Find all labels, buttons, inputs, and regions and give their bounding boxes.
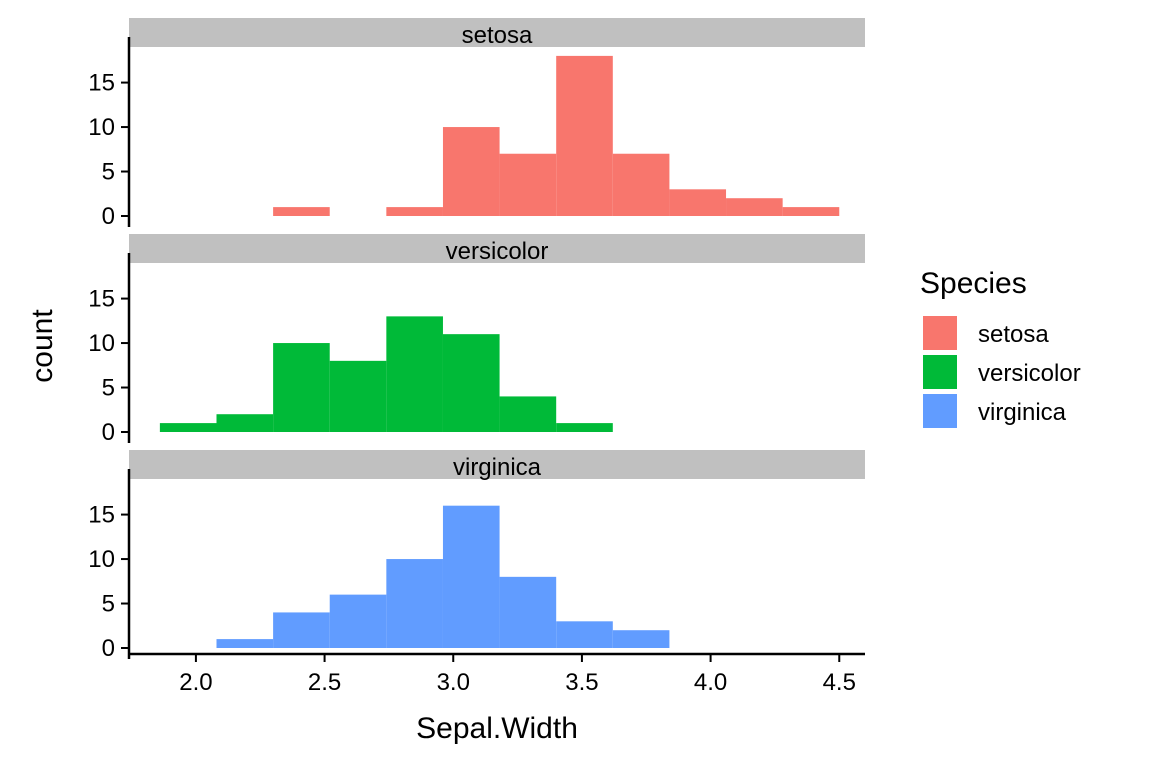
histogram-bar: [612, 630, 670, 648]
histogram-bar: [556, 55, 613, 216]
histogram-bar: [782, 207, 840, 216]
y-axis-title: count: [26, 309, 59, 383]
facet-strip-label: virginica: [453, 454, 542, 481]
y-tick-label: 0: [102, 203, 115, 230]
histogram-bar: [386, 316, 443, 432]
x-tick-label: 3.0: [437, 669, 470, 696]
y-tick-label: 10: [88, 114, 115, 141]
facet-panels: setosa 0 5 10 15 versicolor 0 5 10 15 virginica 0 5 1…: [88, 18, 865, 662]
y-tick-label: 15: [88, 70, 115, 97]
histogram-bar: [499, 153, 557, 216]
x-tick-label: 2.5: [308, 669, 341, 696]
facet-strip-label: setosa: [462, 22, 533, 49]
histogram-bar: [273, 343, 330, 432]
y-tick-label: 0: [102, 419, 115, 446]
facet-strip: [129, 450, 865, 479]
x-tick-label: 3.5: [565, 669, 598, 696]
histogram-bar: [442, 334, 500, 432]
facet-strip: [129, 18, 865, 47]
y-tick-label: 15: [88, 286, 115, 313]
legend-key-setosa: [923, 316, 957, 350]
histogram-bar: [442, 127, 500, 216]
x-tick-label: 2.0: [179, 669, 212, 696]
facet-panel-versicolor: versicolor 0 5 10 15: [88, 234, 865, 446]
legend-title: Species: [920, 267, 1027, 300]
histogram-bar: [669, 189, 727, 216]
histogram-bar: [273, 612, 330, 648]
facet-panel-setosa: setosa 0 5 10 15: [88, 18, 865, 230]
legend-key-versicolor: [923, 355, 957, 389]
y-tick-label: 10: [88, 330, 115, 357]
x-axis-title: Sepal.Width: [416, 712, 578, 745]
histogram-bar: [216, 414, 274, 432]
y-tick-label: 10: [88, 546, 115, 573]
histogram-bar: [556, 621, 613, 648]
legend-label: virginica: [978, 399, 1067, 426]
x-axis: 2.0 2.5 3.0 3.5 4.0 4.5: [129, 652, 865, 696]
facet-strip-label: versicolor: [446, 238, 549, 265]
histogram-bar: [726, 198, 783, 216]
histogram-bar: [329, 594, 387, 648]
y-tick-label: 5: [102, 375, 115, 402]
y-tick-label: 15: [88, 502, 115, 529]
legend-label: setosa: [978, 321, 1049, 348]
histogram-bar: [386, 559, 443, 648]
histogram-bar: [442, 505, 500, 648]
y-tick-label: 0: [102, 635, 115, 662]
legend-key-virginica: [923, 394, 957, 428]
x-tick-label: 4.5: [823, 669, 856, 696]
histogram-bar: [499, 396, 557, 432]
histogram-bar: [216, 639, 274, 648]
y-tick-label: 5: [102, 591, 115, 618]
legend-label: versicolor: [978, 360, 1081, 387]
legend: Species setosa versicolor virginica: [920, 267, 1081, 428]
x-tick-label: 4.0: [694, 669, 727, 696]
facet-strip: [129, 234, 865, 263]
histogram-bar: [329, 360, 387, 432]
facet-panel-virginica: virginica 0 5 10 15: [88, 450, 865, 662]
histogram-bar: [612, 153, 670, 216]
histogram-bar: [386, 207, 443, 216]
histogram-bar: [556, 423, 613, 432]
y-tick-label: 5: [102, 159, 115, 186]
histogram-bar: [499, 576, 557, 648]
histogram-bar: [159, 423, 217, 432]
histogram-bar: [273, 207, 330, 216]
